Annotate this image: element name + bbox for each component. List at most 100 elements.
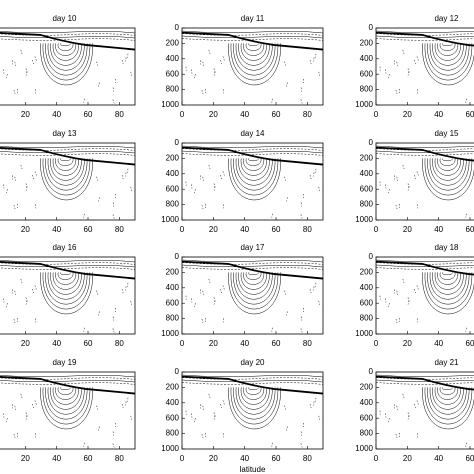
dashed-contour <box>96 290 99 295</box>
contour-line <box>238 158 270 181</box>
panel-title: day 20 <box>240 358 265 367</box>
surface-line <box>375 153 474 156</box>
surface-line <box>181 148 324 151</box>
x-tick-label: 0 <box>180 454 185 463</box>
contour-line <box>429 43 467 71</box>
surface-line <box>181 33 324 36</box>
contour-line <box>432 158 464 181</box>
y-tick-label: 200 <box>360 39 374 48</box>
contour-line <box>240 43 267 61</box>
dashed-contour <box>112 328 115 333</box>
surface-line <box>0 30 136 34</box>
panel-title: day 21 <box>434 358 459 367</box>
y-tick-label: 1000 <box>355 100 373 109</box>
dashed-contour <box>222 285 225 290</box>
y-tick-label: 0 <box>175 138 180 147</box>
surface-line <box>375 259 474 263</box>
surface-line <box>0 262 136 265</box>
dashed-contour <box>407 71 410 76</box>
dashed-contour <box>25 186 28 191</box>
dashed-contour <box>25 71 28 76</box>
contour-line <box>437 43 459 56</box>
plot-frame <box>375 27 474 106</box>
x-tick-label: 20 <box>403 110 412 119</box>
plot-frame <box>0 371 136 450</box>
dashed-contour <box>32 174 34 180</box>
surface-line <box>375 145 474 149</box>
dashed-contour <box>13 433 16 439</box>
panel-title: day 12 <box>434 14 459 23</box>
dashed-contour <box>396 405 398 410</box>
dashed-contour <box>385 184 387 189</box>
contour-line <box>52 158 79 176</box>
surface-line <box>181 374 324 378</box>
contour-line <box>245 272 262 280</box>
plot-frame <box>0 27 136 106</box>
x-tick-label: 20 <box>21 225 30 234</box>
contour-line <box>432 272 464 295</box>
dashed-contour <box>402 164 405 170</box>
dashed-contour <box>416 400 419 405</box>
contour-line <box>52 43 79 61</box>
surface-line <box>0 374 136 378</box>
contour-line <box>245 43 262 51</box>
dashed-contour <box>213 68 215 73</box>
x-tick-label: 80 <box>115 110 124 119</box>
y-tick-label: 800 <box>166 85 180 94</box>
y-tick-label: 400 <box>166 54 180 63</box>
panel-title: day 13 <box>52 129 77 138</box>
dashed-contour <box>13 204 16 210</box>
x-tick-label: 0 <box>180 225 185 234</box>
contour-line <box>235 272 273 300</box>
y-tick-label: 800 <box>360 200 374 209</box>
y-tick-label: 600 <box>166 184 180 193</box>
dashed-contour <box>407 415 410 420</box>
plot-frame <box>0 256 136 335</box>
x-tick-label: 0 <box>180 110 185 119</box>
contour-line <box>248 43 259 46</box>
dashed-contour <box>318 186 321 191</box>
dashed-contour <box>284 405 287 410</box>
x-axis-label: latitude <box>240 465 266 474</box>
dashed-contour <box>191 298 193 303</box>
surface-line <box>0 150 136 154</box>
surface-line <box>0 382 136 385</box>
x-tick-label: 0 <box>180 339 185 348</box>
x-tick-label: 20 <box>209 225 218 234</box>
y-tick-label: 600 <box>360 184 374 193</box>
surface-line <box>181 150 324 154</box>
surface-line <box>181 262 324 265</box>
dashed-contour <box>25 412 27 417</box>
contour-line <box>55 43 77 56</box>
thick-line <box>375 260 474 276</box>
thick-line <box>375 146 474 162</box>
dashed-contour <box>25 68 27 73</box>
dashed-contour <box>6 418 8 423</box>
y-tick-label: 600 <box>166 413 180 422</box>
dashed-contour <box>83 98 85 103</box>
thick-line <box>181 375 324 395</box>
dashed-contour <box>309 60 312 65</box>
dashed-contour <box>222 56 225 61</box>
contour-line <box>439 43 456 51</box>
dashed-contour <box>396 176 398 181</box>
dashed-contour <box>96 176 99 181</box>
dashed-contour <box>96 61 99 66</box>
contour-line <box>434 158 461 176</box>
y-tick-label: 1000 <box>161 215 179 224</box>
contour-line <box>243 158 265 171</box>
surface-line <box>375 150 474 154</box>
dashed-contour <box>286 82 288 87</box>
contour-line <box>245 387 262 395</box>
y-tick-label: 1000 <box>161 329 179 338</box>
contour-line <box>235 43 273 71</box>
contour-line <box>248 272 259 275</box>
dashed-contour <box>284 290 287 295</box>
y-tick-label: 800 <box>360 85 374 94</box>
contour-line <box>240 387 267 405</box>
contour-line <box>240 272 267 290</box>
